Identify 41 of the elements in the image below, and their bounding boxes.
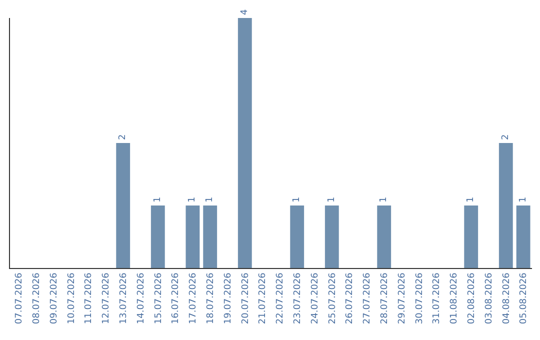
x-tick-label: 03.08.2026	[484, 272, 494, 324]
data-label: 1	[466, 196, 476, 202]
x-tick-label: 26.07.2026	[345, 272, 356, 324]
x-tick-label: 28.07.2026	[380, 272, 390, 324]
data-label: 4	[240, 9, 250, 15]
x-tick-label: 14.07.2026	[136, 272, 146, 324]
data-label: 1	[152, 196, 163, 202]
x-tick-label: 21.07.2026	[258, 272, 268, 324]
data-label: 1	[326, 196, 337, 202]
x-tick-label: 20.07.2026	[240, 272, 251, 324]
x-tick-label: 05.08.2026	[519, 272, 530, 324]
x-tick-label: 10.07.2026	[66, 272, 77, 324]
data-label: 1	[518, 196, 528, 202]
x-tick-label: 29.07.2026	[397, 272, 408, 324]
data-label: 1	[292, 196, 302, 202]
x-tick-label: 12.07.2026	[102, 272, 112, 324]
x-tick-label: 15.07.2026	[154, 272, 164, 324]
x-tick-label: 04.08.2026	[502, 272, 512, 324]
x-tick-label: 31.07.2026	[432, 272, 442, 324]
data-label: 2	[500, 134, 511, 140]
x-tick-label: 09.07.2026	[49, 272, 60, 324]
x-tick-label: 23.07.2026	[293, 272, 304, 324]
x-tick-label: 19.07.2026	[223, 272, 234, 324]
x-tick-label: 25.07.2026	[328, 272, 338, 324]
x-tick-label: 27.07.2026	[362, 272, 373, 324]
x-tick-label: 13.07.2026	[119, 272, 130, 324]
x-tick-label: 02.08.2026	[467, 272, 478, 324]
x-tick-label: 22.07.2026	[276, 272, 286, 324]
x-tick-label: 17.07.2026	[188, 272, 199, 324]
x-tick-label: 30.07.2026	[414, 272, 425, 324]
x-tick-label: 24.07.2026	[310, 272, 320, 324]
data-label: 1	[188, 196, 198, 202]
x-tick-label: 11.07.2026	[84, 272, 94, 324]
data-label: 2	[118, 134, 128, 140]
x-tick-label: 07.07.2026	[14, 272, 25, 324]
x-tick-label: 08.07.2026	[32, 272, 42, 324]
x-tick-label: 01.08.2026	[450, 272, 460, 324]
x-tick-label: 18.07.2026	[206, 272, 216, 324]
x-tick-label: 16.07.2026	[171, 272, 182, 324]
data-label: 1	[205, 196, 216, 202]
data-label: 1	[379, 196, 390, 202]
